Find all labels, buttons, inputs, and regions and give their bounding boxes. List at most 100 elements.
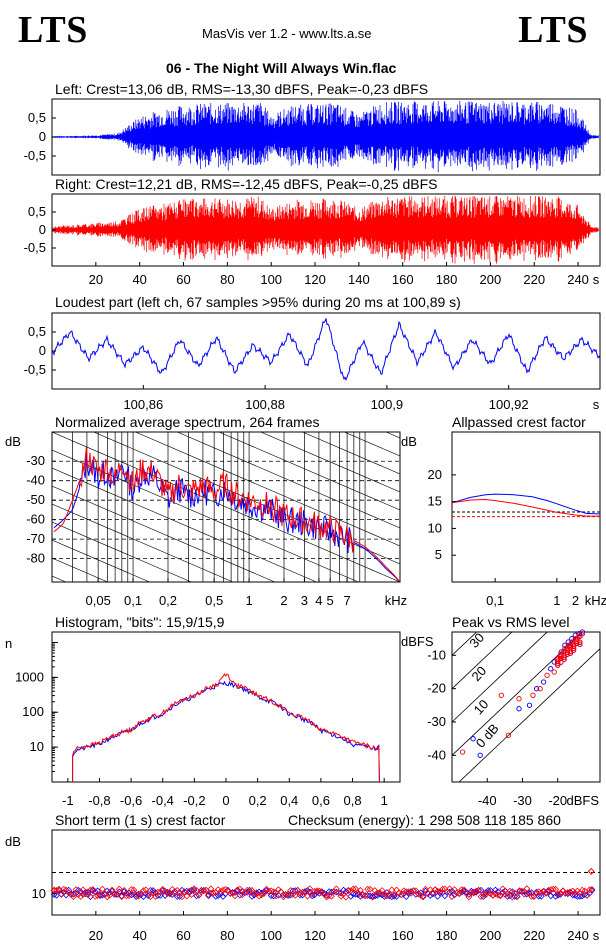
spectrum-xtick-label: kHz	[385, 593, 407, 608]
peak-rms-point	[551, 659, 557, 665]
histogram-xtick-label: 0,8	[344, 793, 362, 808]
short-term-point	[316, 887, 323, 895]
short-term-point	[506, 892, 514, 900]
short-term-point	[58, 891, 65, 898]
histogram-frame	[51, 631, 401, 783]
histogram-title: Histogram, "bits": 15,9/15,9	[55, 614, 225, 630]
short-term-point	[477, 893, 485, 900]
peak-rms-point	[558, 651, 564, 657]
peak-rms-point	[577, 633, 583, 639]
allpass-series-left	[451, 493, 601, 515]
allpass-xtick-label: 2	[572, 593, 579, 608]
allpass-ytick-label: 20	[428, 467, 442, 482]
peak-rms-ytick-label: -10	[427, 647, 446, 662]
short-term-point	[337, 892, 345, 900]
peak-rms-point	[470, 736, 476, 742]
short-term-point	[467, 887, 475, 895]
short-term-point	[398, 891, 405, 899]
short-term-point	[224, 887, 232, 895]
short-term-point	[231, 892, 239, 900]
spectrum-slope-line	[343, 432, 400, 457]
short-term-point	[557, 889, 564, 897]
peak-rms-point	[561, 652, 567, 658]
short-term-point	[304, 887, 311, 894]
left-waveform-ytick-label: 0	[39, 129, 46, 144]
short-term-xtick-label: 240	[567, 928, 589, 943]
short-term-point	[492, 890, 499, 898]
short-term-title: Short term (1 s) crest factor	[55, 812, 226, 828]
short-term-point	[513, 893, 521, 901]
short-term-xtick-label: 220	[523, 928, 545, 943]
short-term-point	[304, 892, 311, 900]
right-waveform-xtick-label: 20	[89, 272, 103, 287]
short-term-point	[537, 889, 545, 897]
short-term-point	[190, 885, 198, 893]
short-term-point	[451, 891, 458, 899]
loudest-part-ytick-label: 0	[39, 343, 46, 358]
histogram-xtick-label: -0,6	[120, 793, 142, 808]
short-term-point	[328, 892, 335, 900]
spectrum-slope-line	[385, 432, 400, 439]
short-term-point	[383, 892, 391, 900]
short-term-point	[431, 886, 439, 893]
short-term-point	[537, 892, 545, 900]
short-term-point	[243, 886, 251, 894]
short-term-point	[202, 886, 210, 894]
short-term-point	[506, 887, 514, 895]
short-term-point	[260, 890, 268, 897]
spectrum-xtick-label: 5	[327, 593, 334, 608]
short-term-point	[161, 887, 169, 895]
allpass-title: Allpassed crest factor	[452, 414, 586, 430]
peak-rms-point	[577, 639, 583, 645]
right-waveform-xtick-label: 140	[348, 272, 370, 287]
short-term-point	[496, 892, 504, 900]
peak-rms-point	[477, 752, 483, 758]
short-term-point	[171, 888, 179, 895]
peak-rms-point	[567, 650, 574, 656]
short-term-point	[323, 893, 331, 901]
spectrum-slope-lines	[52, 432, 400, 744]
short-term-point	[342, 888, 350, 896]
right-waveform-ytick-label: -0,5	[24, 240, 46, 255]
spectrum-xtick-label: 1	[245, 593, 252, 608]
short-term-point	[115, 885, 123, 893]
short-term-point	[183, 892, 191, 900]
short-term-point	[236, 885, 244, 893]
peak-rms-diagonal	[458, 648, 600, 782]
short-term-point	[489, 891, 497, 899]
loudest-part-xtick-label: 100,92	[489, 397, 529, 412]
peak-rms-point	[516, 696, 522, 702]
short-term-point	[168, 886, 176, 893]
short-term-point	[376, 889, 384, 896]
short-term-point	[381, 891, 388, 898]
spectrum-xtick-label: 3	[301, 593, 308, 608]
short-term-point	[354, 891, 362, 898]
peak-rms-point	[555, 658, 561, 664]
peak-rms-diagonal-label: 20	[468, 663, 489, 684]
short-term-point	[422, 885, 429, 893]
spectrum-xtick-label: 0,5	[205, 593, 223, 608]
short-term-point	[277, 888, 285, 896]
short-term-point	[205, 891, 212, 898]
short-term-point	[395, 889, 403, 897]
short-term-point	[113, 890, 121, 898]
peak-rms-xtick-label: -30	[513, 793, 532, 808]
short-term-point	[504, 890, 511, 897]
short-term-point	[270, 888, 277, 896]
short-term-point	[407, 889, 415, 897]
loudest-part-title: Loudest part (left ch, 67 samples >95% d…	[55, 294, 461, 310]
loudest-part-xtick-label: 100,9	[371, 397, 404, 412]
peak-rms-point	[505, 732, 512, 738]
spectrum-slope-line	[176, 432, 400, 529]
short-term-point	[62, 886, 70, 894]
spectrum-slope-line	[52, 594, 400, 744]
short-term-point	[130, 886, 138, 894]
short-term-point	[74, 891, 82, 898]
short-term-point	[144, 892, 152, 899]
right-waveform-xtick-label: 160	[392, 272, 414, 287]
right-waveform-xtick-label: 220	[523, 272, 545, 287]
short-term-point	[378, 887, 386, 894]
short-term-point	[234, 887, 241, 895]
short-term-series-right	[50, 885, 596, 901]
short-term-point	[318, 889, 326, 896]
